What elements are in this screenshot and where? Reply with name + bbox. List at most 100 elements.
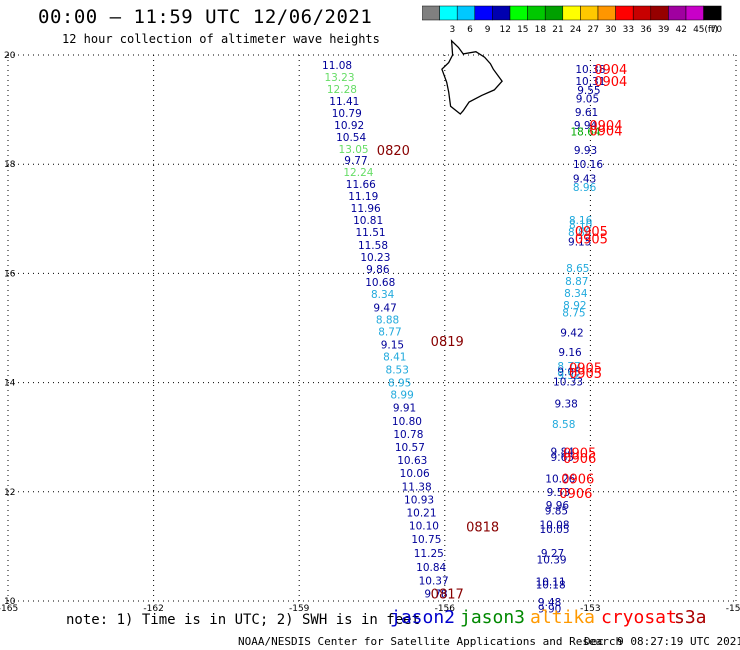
wave-height-value: 8.16	[569, 215, 593, 227]
wave-height-value: 8.99	[390, 390, 413, 402]
wave-height-value: 9.47	[373, 302, 396, 314]
wave-height-value: 9.77	[344, 155, 367, 167]
pass-time-label: 0904	[589, 119, 622, 134]
wave-height-value: 11.58	[358, 240, 388, 252]
y-tick-label: 20	[4, 51, 16, 61]
wave-height-value: 8.88	[376, 314, 399, 326]
pass-time-label: 0906	[563, 452, 596, 467]
wave-height-value: 8.58	[552, 419, 575, 431]
wave-height-value: 13.05	[339, 144, 369, 156]
legend-label: 39	[658, 25, 670, 35]
pass-time-label: 0906	[561, 473, 594, 488]
wave-height-value: 10.79	[332, 108, 362, 120]
wave-height-value: 10.31	[575, 76, 605, 88]
x-tick-label: -156	[435, 604, 456, 614]
wave-height-value: 10.93	[404, 494, 434, 506]
wave-height-value: 9.16	[558, 347, 582, 359]
wave-height-value: 9.94	[574, 120, 598, 132]
wave-height-value: 10.05	[539, 524, 569, 536]
wave-height-value: 8.86	[568, 227, 592, 239]
wave-height-value: 9.61	[575, 107, 598, 119]
wave-height-value: 10.33	[553, 377, 583, 389]
legend-unit: (ft)	[704, 25, 718, 35]
wave-height-value: 10.18	[536, 580, 566, 592]
wave-height-value: 9.52	[557, 370, 580, 382]
x-tick-label: -153	[580, 604, 600, 614]
y-tick-label: 16	[4, 269, 16, 279]
wave-height-value: 10.63	[397, 455, 427, 467]
pass-time-label: 0906	[559, 487, 592, 502]
wave-height-value: 10.08	[539, 520, 569, 532]
wave-height-value: 8.34	[371, 289, 395, 301]
wave-height-value: 9.55	[577, 85, 600, 97]
wave-height-value: 10.80	[392, 416, 422, 428]
legend-label: 15	[517, 25, 528, 35]
legend-label: 21	[552, 25, 563, 35]
wave-height-value: 9.84	[551, 446, 575, 458]
footer-timestamp: Dec 9 08:27:19 UTC 2021	[584, 635, 740, 648]
wave-height-value: 10.10	[409, 521, 439, 533]
legend-label: 30	[605, 25, 617, 35]
pass-time-label: 0904	[589, 124, 622, 139]
x-tick-label: -150	[726, 604, 740, 614]
legend-label: 18	[535, 25, 547, 35]
sat-label-jason3: jason3	[460, 607, 526, 628]
footer-credit: NOAA/NESDIS Center for Satellite Applica…	[238, 635, 623, 648]
wave-height-value: 10.81	[353, 215, 383, 227]
wave-height-value: 10.16	[573, 159, 603, 171]
legend-label: 70	[711, 25, 723, 35]
wave-height-value: 9.90	[538, 604, 561, 616]
x-tick-label: -162	[143, 604, 163, 614]
wave-height-value: 10.11	[536, 576, 566, 588]
wave-height-value: 18.64	[571, 126, 601, 138]
legend-swatch	[703, 5, 722, 21]
x-tick-label: -159	[289, 604, 310, 614]
wave-height-value: 9.15	[381, 339, 404, 351]
pass-time-label: 0820	[377, 144, 410, 159]
wave-height-value: 9.91	[393, 403, 416, 415]
wave-height-value: 11.66	[346, 179, 376, 191]
pass-time-label: 0905	[569, 361, 602, 376]
wave-height-value: 12.28	[327, 84, 357, 96]
legend-label: 6	[467, 25, 473, 35]
wave-height-value: 8.10	[569, 219, 592, 231]
wave-height-value: 9.85	[545, 505, 568, 517]
wave-height-value: 10.38	[575, 64, 605, 76]
pass-time-label: 0905	[575, 225, 608, 240]
wave-height-value: 10.68	[365, 277, 395, 289]
wave-height-value: 9.05	[557, 367, 580, 379]
island-outline	[441, 39, 503, 115]
page-title: 00:00 – 11:59 UTC 12/06/2021	[38, 6, 373, 28]
wave-height-value: 11.19	[348, 191, 378, 203]
legend-label: 42	[675, 25, 686, 35]
sat-label-jason2: jason2	[390, 607, 456, 628]
pass-time-label: 0904	[594, 63, 627, 78]
pass-time-label: 0905	[563, 446, 596, 461]
pass-time-label: 0905	[569, 367, 602, 382]
island-coastline	[441, 39, 503, 115]
wave-height-value: 11.25	[414, 548, 444, 560]
y-tick-label: 10	[4, 597, 16, 607]
sat-label-s3a: s3a	[674, 607, 707, 628]
wave-height-value: 10.78	[393, 429, 423, 441]
wave-height-value: 8.87	[565, 276, 588, 288]
wave-height-value: 9.38	[554, 398, 577, 410]
pass-time-label: 0819	[431, 335, 464, 350]
wave-height-value: 10.26	[545, 474, 575, 486]
wave-height-value: 10.37	[419, 575, 449, 587]
pass-time-label: 0905	[575, 232, 608, 247]
grid-lines	[7, 54, 737, 602]
pass-time-label: 0904	[594, 75, 627, 90]
wave-height-value: 10.92	[334, 120, 364, 132]
wave-height-value: 9.93	[574, 145, 597, 157]
wave-height-value: 9.15	[568, 237, 591, 249]
color-legend: 3 6 9 12 15 18 21 24 27 30 33 36 39 42 45 70(ft)	[422, 5, 723, 35]
sat-label-cryosat: cryosat	[601, 607, 677, 628]
axis-tick-labels: -165 -162 -159 -156 -153 -150 10 12 14 16 18 20	[0, 51, 740, 614]
wave-height-value: 10.06	[400, 468, 430, 480]
wave-height-value: 9.42	[560, 327, 583, 339]
legend-label: 24	[570, 25, 582, 35]
pass-time-label: 0818	[466, 521, 499, 536]
page-subtitle: 12 hour collection of altimeter wave hei…	[62, 32, 380, 46]
